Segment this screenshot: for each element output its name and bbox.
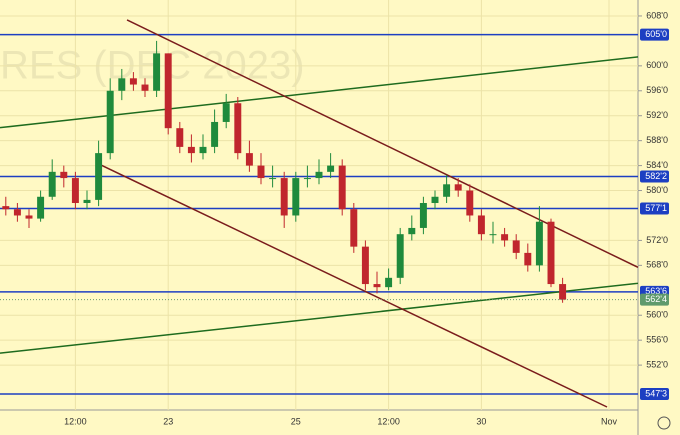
candle-body bbox=[153, 53, 161, 91]
candle-body bbox=[280, 178, 288, 216]
candle-body bbox=[269, 178, 277, 180]
candle-body bbox=[234, 103, 242, 154]
candle-body bbox=[106, 90, 114, 154]
level-label: 547'3 bbox=[645, 388, 667, 398]
last-price-box bbox=[640, 293, 669, 306]
last-price-label: 562'4 bbox=[645, 294, 667, 304]
candle-body bbox=[361, 246, 369, 285]
candle-body bbox=[2, 206, 10, 210]
candle-body bbox=[373, 284, 381, 288]
y-tick-label: 568'0 bbox=[646, 260, 668, 270]
candle-body bbox=[176, 128, 184, 147]
level-label: 605'0 bbox=[645, 29, 667, 39]
level-label: 582'2 bbox=[645, 171, 667, 181]
candle-body bbox=[13, 209, 21, 216]
y-tick-label: 556'0 bbox=[646, 335, 668, 345]
level-label-box bbox=[640, 28, 669, 41]
y-tick-label: 600'0 bbox=[646, 60, 668, 70]
candle-body bbox=[199, 146, 207, 154]
candle-body bbox=[25, 215, 33, 219]
y-tick-label: 588'0 bbox=[646, 135, 668, 145]
y-tick-label: 572'0 bbox=[646, 235, 668, 245]
candle-body bbox=[385, 277, 393, 288]
settings-icon[interactable] bbox=[657, 416, 671, 430]
candle-body bbox=[431, 196, 439, 204]
candle-body bbox=[129, 78, 137, 85]
candle-body bbox=[338, 165, 346, 210]
candle-body bbox=[48, 171, 56, 197]
candle-body bbox=[60, 171, 68, 179]
trend-line bbox=[0, 282, 639, 354]
candle-body bbox=[408, 227, 416, 235]
candle-body bbox=[559, 284, 567, 300]
level-label-box bbox=[640, 202, 669, 215]
y-tick-label: 560'0 bbox=[646, 310, 668, 320]
candle-body bbox=[83, 199, 91, 204]
candle-body bbox=[37, 196, 45, 219]
trend-line bbox=[99, 163, 608, 408]
x-tick-label: 30 bbox=[476, 416, 486, 426]
candle-body bbox=[95, 153, 103, 200]
candle-body bbox=[118, 78, 126, 91]
candle-body bbox=[466, 190, 474, 216]
y-tick-label: 596'0 bbox=[646, 85, 668, 95]
candle-body bbox=[292, 178, 300, 216]
candle-body bbox=[187, 146, 195, 154]
level-label-box bbox=[640, 170, 669, 183]
candle-body bbox=[524, 252, 532, 266]
candle-body bbox=[245, 153, 253, 166]
y-tick-label: 608'0 bbox=[646, 10, 668, 20]
x-tick-label: 23 bbox=[163, 416, 173, 426]
y-tick-label: 584'0 bbox=[646, 160, 668, 170]
x-tick-label: 12:00 bbox=[377, 416, 400, 426]
candle-body bbox=[257, 165, 265, 179]
candle-body bbox=[547, 221, 555, 285]
level-label: 577'1 bbox=[645, 203, 667, 213]
trend-line bbox=[0, 56, 639, 129]
candle-body bbox=[489, 234, 497, 236]
candle-body bbox=[443, 184, 451, 197]
candle-body bbox=[477, 215, 485, 235]
candle-body bbox=[501, 234, 509, 241]
candle-body bbox=[164, 53, 172, 129]
candle-body bbox=[303, 178, 311, 180]
y-tick-label: 580'0 bbox=[646, 185, 668, 195]
candle-body bbox=[396, 234, 404, 278]
level-label-box bbox=[640, 387, 669, 400]
candle-body bbox=[71, 178, 79, 204]
candle-body bbox=[141, 84, 149, 91]
y-tick-label: 592'0 bbox=[646, 110, 668, 120]
candle-body bbox=[454, 184, 462, 191]
x-tick-label: Nov bbox=[601, 416, 618, 426]
level-label: 563'6 bbox=[645, 286, 667, 296]
candle-body bbox=[315, 171, 323, 179]
x-tick-label: 25 bbox=[291, 416, 301, 426]
candle-body bbox=[327, 165, 335, 172]
candle-body bbox=[222, 103, 230, 122]
candle-body bbox=[535, 221, 543, 266]
candle-body bbox=[350, 209, 358, 247]
candle-body bbox=[512, 240, 520, 253]
candle-body bbox=[419, 203, 427, 228]
candle-body bbox=[211, 121, 219, 147]
x-tick-label: 12:00 bbox=[64, 416, 87, 426]
y-tick-label: 552'0 bbox=[646, 359, 668, 369]
